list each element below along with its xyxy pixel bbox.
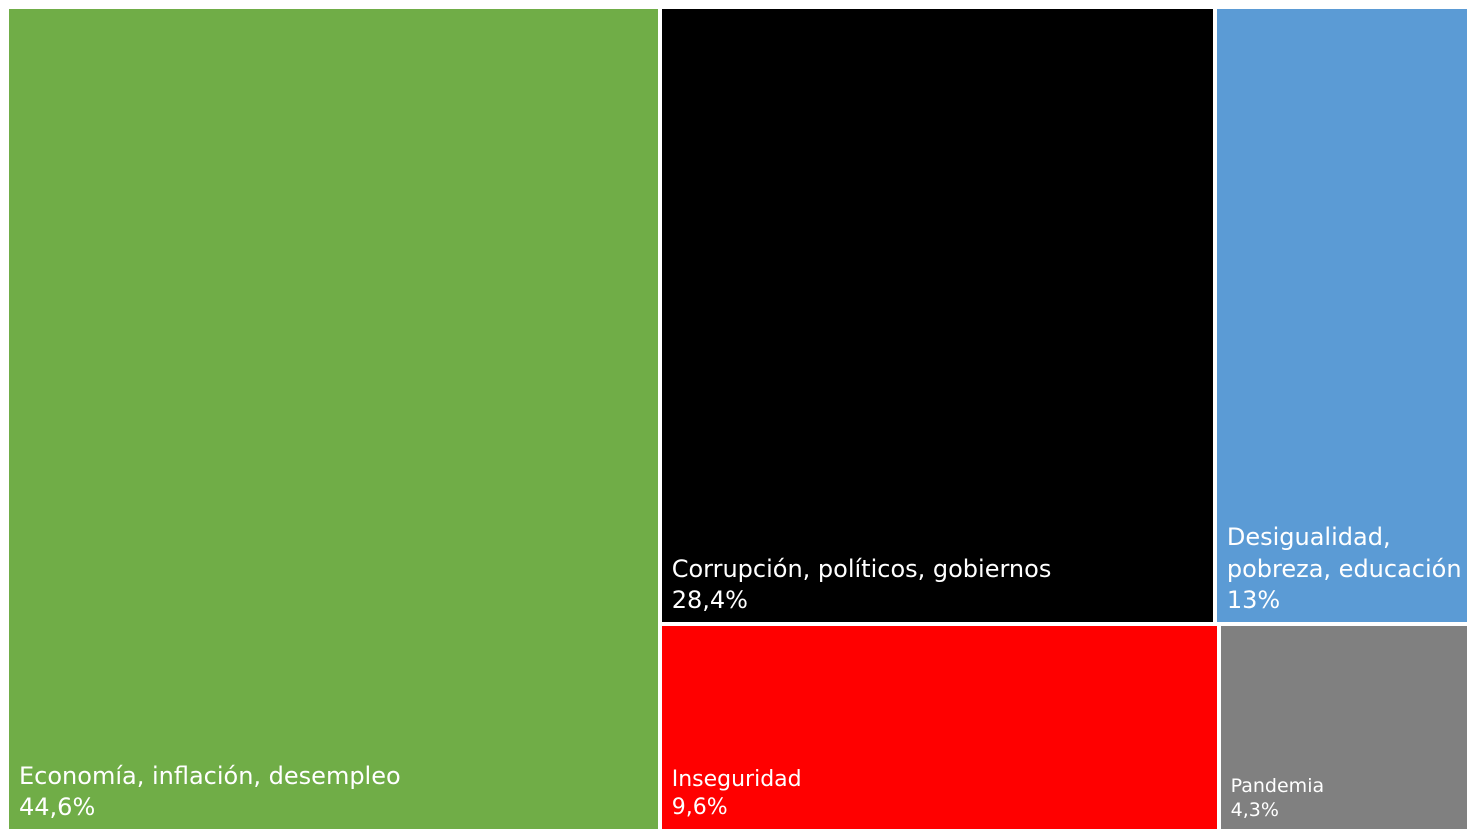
treemap-tile-pandemia: Pandemia 4,3% [1220,625,1467,829]
tile-value: 4,3% [1230,799,1279,822]
tile-label: Pandemia [1230,774,1325,797]
tile-label: Corrupción, políticos, gobiernos [671,554,1052,583]
treemap-tile-corrupcion: Corrupción, políticos, gobiernos 28,4% [661,9,1213,622]
tile-value: 44,6% [19,792,96,821]
tile-value: 28,4% [671,585,748,614]
tile-label: Inseguridad [671,766,802,792]
tile-label: Desigualidad, pobreza, educación [1226,523,1462,583]
tile-value: 9,6% [671,795,728,821]
tile-label: Economía, inflación, desempleo [19,761,401,790]
treemap-tile-economia: Economía, inflación, desempleo 44,6% [9,9,658,829]
treemap-tile-desigualdad: Desigualidad, pobreza, educación 13% [1216,9,1467,622]
treemap-tile-inseguridad: Inseguridad 9,6% [661,625,1217,829]
tile-value: 13% [1226,585,1281,614]
